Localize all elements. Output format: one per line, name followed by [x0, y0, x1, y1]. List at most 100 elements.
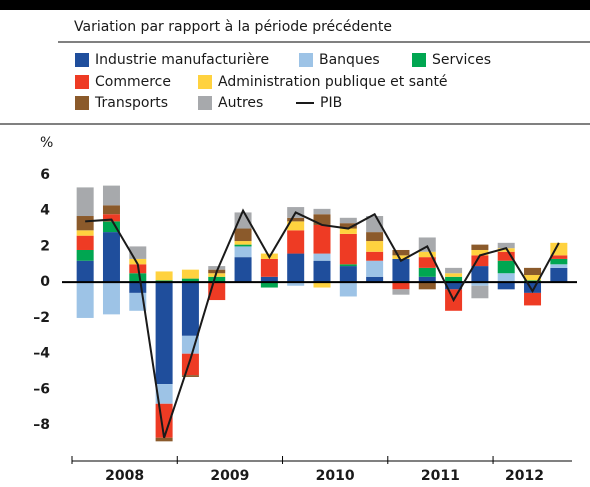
- bar-segment: [260, 258, 278, 277]
- bar-segment: [392, 249, 410, 256]
- bar-segment: [497, 251, 515, 261]
- header-bar: [0, 0, 590, 10]
- bar-segment: [155, 282, 173, 385]
- bar-segment: [418, 282, 436, 290]
- chart-subtitle: Variation par rapport à la période précé…: [74, 19, 392, 35]
- legend-label: Industrie manufacturière: [95, 52, 269, 68]
- bar-segment: [313, 208, 331, 215]
- bar-segment: [524, 267, 542, 276]
- x-group-label: 2010: [316, 468, 355, 484]
- bar-segment: [392, 289, 410, 295]
- bar-segment: [550, 255, 568, 259]
- bar-segment: [497, 260, 515, 274]
- pib-line: [85, 208, 560, 439]
- bar-segment: [208, 276, 226, 283]
- y-tick-label: –2: [33, 310, 50, 326]
- bar-segment: [287, 282, 305, 286]
- y-tick-label: 4: [40, 203, 50, 219]
- legend-swatch: [412, 53, 426, 67]
- legend-label: Commerce: [95, 74, 171, 90]
- bar-segment: [339, 217, 357, 224]
- bar-segment: [524, 275, 542, 281]
- bar-segment: [418, 257, 436, 268]
- bar-segment: [339, 233, 357, 265]
- y-tick-label: 0: [40, 274, 50, 290]
- bar-segment: [471, 255, 489, 267]
- bar-segment: [524, 282, 542, 293]
- legend-label: Autres: [218, 95, 263, 111]
- bar-segment: [155, 437, 173, 442]
- bar-segment: [102, 205, 120, 215]
- bar-segment: [339, 266, 357, 283]
- bar-segment: [497, 242, 515, 249]
- bar-segment: [234, 228, 252, 242]
- legend-swatch: [198, 75, 212, 89]
- legend-swatch: [75, 53, 89, 67]
- bar-segment: [102, 214, 120, 222]
- bar-segment: [313, 224, 331, 254]
- bar-segment: [471, 285, 489, 299]
- bar-segment: [445, 282, 463, 290]
- legend-label: Services: [432, 52, 491, 68]
- bar-segment: [366, 241, 384, 252]
- bar-segment: [208, 273, 226, 277]
- legend-label: PIB: [320, 95, 342, 111]
- bar-segment: [550, 258, 568, 265]
- bar-segment: [418, 276, 436, 283]
- bar-segment: [260, 276, 278, 283]
- bar-segment: [471, 266, 489, 283]
- bar-segment: [76, 235, 94, 250]
- bar-segment: [76, 187, 94, 217]
- legend-swatch: [299, 53, 313, 67]
- y-tick-label: –6: [33, 381, 50, 397]
- bar-segment: [497, 282, 515, 290]
- bar-segment: [76, 249, 94, 261]
- legend-swatch: [198, 96, 212, 110]
- bar-segment: [313, 253, 331, 261]
- y-tick-label: 6: [40, 167, 50, 183]
- bar-segment: [234, 257, 252, 283]
- bar-segment: [366, 232, 384, 242]
- bar-segment: [129, 273, 147, 283]
- bar-segment: [339, 223, 357, 229]
- bar-segment: [497, 273, 515, 283]
- bar-segment: [287, 217, 305, 222]
- bar-segment: [524, 292, 542, 306]
- bar-segment: [76, 230, 94, 236]
- bar-segment: [208, 266, 226, 270]
- bar-segment: [76, 216, 94, 231]
- bar-segment: [339, 228, 357, 234]
- x-group-label: 2009: [210, 468, 249, 484]
- bar-segment: [260, 282, 278, 288]
- bar-segment: [287, 221, 305, 231]
- bar-segment: [129, 282, 147, 293]
- legend-swatch: [75, 96, 89, 110]
- bar-segment: [234, 241, 252, 245]
- y-unit: %: [40, 135, 53, 151]
- bar-segment: [287, 230, 305, 254]
- y-tick-label: –4: [33, 346, 50, 362]
- bar-segment: [102, 232, 120, 283]
- bar-segment: [471, 282, 489, 286]
- bar-segment: [155, 271, 173, 281]
- bar-segment: [102, 221, 120, 233]
- bar-segment: [129, 258, 147, 265]
- bar-segment: [313, 260, 331, 283]
- legend-label: Banques: [319, 52, 380, 68]
- bar-segment: [339, 282, 357, 297]
- x-group-label: 2008: [105, 468, 144, 484]
- bar-segment: [181, 375, 199, 377]
- x-group-label: 2011: [421, 468, 460, 484]
- bar-segment: [392, 255, 410, 259]
- y-tick-label: 2: [40, 238, 50, 254]
- bar-segment: [102, 185, 120, 206]
- bar-segment: [234, 246, 252, 258]
- bar-segment: [550, 267, 568, 283]
- bar-segment: [181, 269, 199, 279]
- bar-segment: [287, 253, 305, 283]
- bar-segment: [181, 282, 199, 336]
- bar-segment: [392, 258, 410, 283]
- bar-segment: [392, 282, 410, 290]
- bar-segment: [445, 267, 463, 274]
